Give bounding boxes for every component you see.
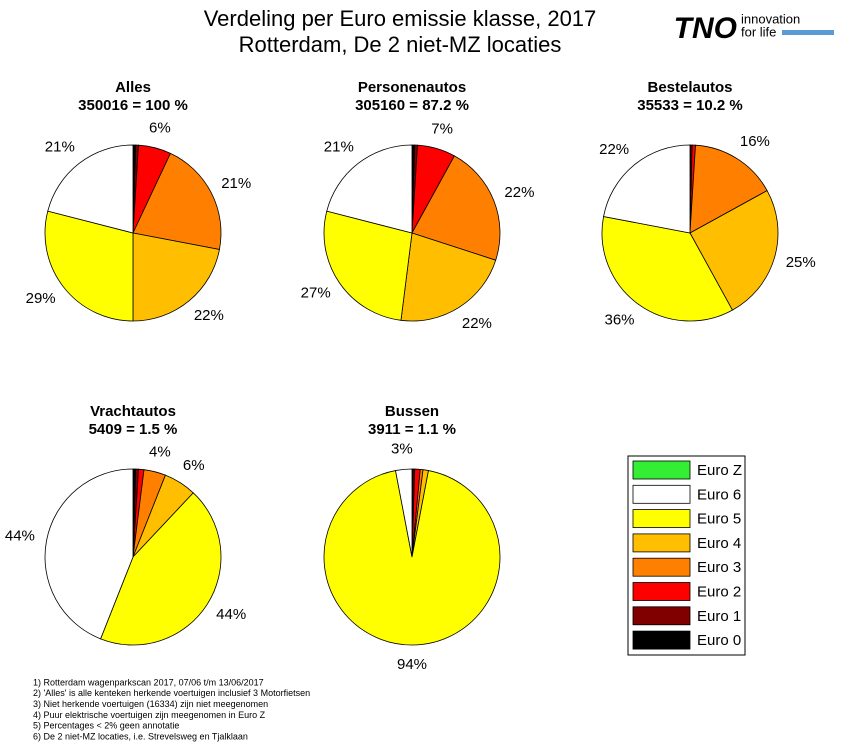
title-line: Verdeling per Euro emissie klasse, 2017 (204, 6, 597, 31)
logo-name: TNO (674, 12, 737, 45)
value-label: 22% (599, 141, 629, 158)
logo-tagline: for life (741, 24, 776, 39)
logo-tagline: innovation (741, 11, 800, 26)
value-label: 44% (216, 606, 246, 623)
legend-label: Euro 3 (697, 559, 741, 576)
footnote: 5) Percentages < 2% geen annotatie (33, 721, 179, 731)
pie-slice (44, 468, 134, 640)
pie-subtitle: 305160 = 87.2 % (355, 97, 469, 114)
legend-swatch (632, 460, 691, 480)
legend-label: Euro 5 (697, 511, 741, 528)
legend-swatch (632, 484, 691, 504)
pie-subtitle: 5409 = 1.5 % (89, 421, 178, 438)
footnote: 2) 'Alles' is alle kenteken herkende voe… (33, 688, 310, 698)
footnote: 6) De 2 niet-MZ locaties, i.e. Strevelsw… (33, 731, 248, 741)
pie-subtitle: 3911 = 1.1 % (368, 421, 456, 438)
legend-swatch (632, 630, 691, 650)
pie-slice (47, 144, 134, 234)
legend-label: Euro 4 (697, 535, 741, 552)
value-label: 16% (740, 133, 770, 150)
pie-slice (100, 492, 222, 646)
pie-slice (601, 216, 733, 322)
pie-title: Vrachtautos (90, 403, 176, 420)
footnote: 3) Niet herkende voertuigen (16334) zijn… (33, 699, 268, 709)
logo-bar (782, 30, 834, 35)
pie-title: Personenautos (358, 79, 466, 96)
value-label: 22% (462, 315, 492, 332)
value-label: 36% (604, 311, 634, 328)
pie-slice (689, 144, 768, 234)
legend-swatch (632, 582, 691, 601)
value-label: 6% (149, 119, 171, 136)
pie-slice (132, 232, 220, 322)
legend-label: Euro 0 (697, 632, 741, 649)
value-label: 22% (504, 184, 534, 201)
value-label: 3% (391, 440, 413, 457)
legend-swatch (632, 606, 691, 626)
value-label: 6% (183, 457, 205, 474)
pie-slice (400, 232, 497, 322)
pie-title: Bussen (385, 403, 439, 420)
pie-slice (395, 468, 413, 558)
pie-subtitle: 350016 = 100 % (78, 97, 188, 114)
value-label: 27% (301, 285, 331, 302)
pie-title: Alles (115, 79, 151, 96)
value-label: 44% (5, 528, 35, 545)
legend-swatch (632, 533, 691, 553)
footnote: 4) Puur elektrische voertuigen zijn meeg… (33, 710, 266, 720)
legend-swatch (632, 509, 691, 529)
value-label: 94% (397, 656, 427, 673)
legend-label: Euro Z (697, 462, 742, 479)
legend-swatch (632, 557, 691, 577)
value-label: 29% (26, 290, 56, 307)
legend-label: Euro 1 (697, 608, 741, 625)
value-label: 21% (324, 139, 354, 156)
legend-label: Euro 2 (697, 583, 741, 600)
value-label: 22% (194, 307, 224, 324)
pie-slice (326, 144, 413, 234)
pie-slice (323, 210, 413, 321)
value-label: 7% (431, 120, 453, 137)
pie-slice (603, 144, 691, 234)
pie-slice (689, 190, 779, 311)
footnote: 1) Rotterdam wagenparkscan 2017, 07/06 t… (33, 677, 264, 687)
pie-slice (411, 155, 501, 261)
title-line: Rotterdam, De 2 niet-MZ locaties (239, 32, 562, 57)
pie-slice (132, 152, 222, 250)
value-label: 21% (221, 175, 251, 192)
value-label: 21% (45, 139, 75, 156)
pie-slice (323, 470, 501, 646)
pie-title: Bestelautos (647, 79, 732, 96)
legend-label: Euro 6 (697, 486, 741, 503)
value-label: 25% (786, 254, 816, 271)
value-label: 4% (149, 443, 171, 460)
pie-subtitle: 35533 = 10.2 % (637, 97, 743, 114)
pie-slice (44, 210, 134, 322)
